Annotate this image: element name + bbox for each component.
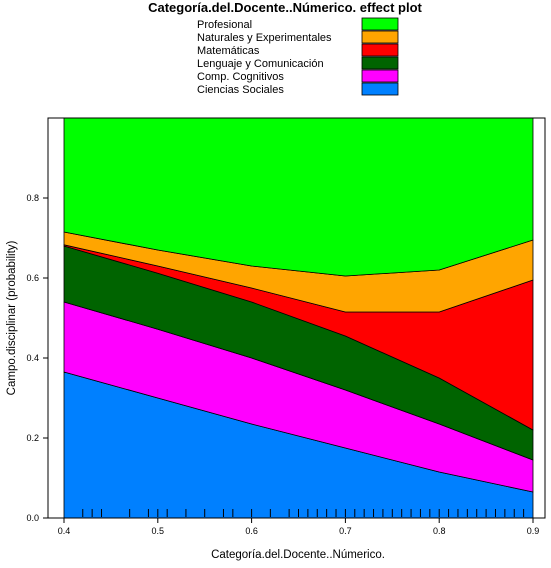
x-axis: 0.4 0.5 0.6 0.7 0.8 0.9 xyxy=(58,518,540,536)
rug-marks xyxy=(82,509,525,517)
y-tick-label: 0.0 xyxy=(26,513,39,523)
x-tick-label: 0.6 xyxy=(245,526,258,536)
legend-swatch-profesional xyxy=(361,17,399,31)
legend-swatch-naturales-y-experimentales xyxy=(361,30,399,44)
y-tick-label: 0.4 xyxy=(26,353,39,363)
plot-frame xyxy=(47,117,546,519)
y-axis-label: Campo.disciplinar (probability) xyxy=(6,240,18,395)
y-tick-label: 0.6 xyxy=(26,273,39,283)
y-tick-label: 0.2 xyxy=(26,433,39,443)
legend-label-lenguaje-y-comunicacion: Lenguaje y Comunicación xyxy=(197,58,324,70)
legend-label-naturales-y-experimentales: Naturales y Experimentales xyxy=(197,32,332,44)
x-tick-label: 0.4 xyxy=(58,526,71,536)
legend-swatch-lenguaje-y-comunicacion xyxy=(361,56,399,70)
chart-title: Categoría.del.Docente..Númerico. effect … xyxy=(148,0,422,15)
x-tick-label: 0.5 xyxy=(152,526,165,536)
x-tick-label: 0.8 xyxy=(433,526,446,536)
legend-swatch-comp-cognitivos xyxy=(361,69,399,83)
legend-swatch-matematicas xyxy=(361,43,399,57)
plot-areas xyxy=(63,117,534,519)
y-tick-label: 0.8 xyxy=(26,193,39,203)
legend-label-comp-cognitivos: Comp. Cognitivos xyxy=(197,71,284,83)
y-axis: 0.0 0.2 0.4 0.6 0.8 xyxy=(26,193,48,523)
x-tick-label: 0.7 xyxy=(339,526,352,536)
legend-label-matematicas: Matemáticas xyxy=(197,45,260,57)
legend-label-ciencias-sociales: Ciencias Sociales xyxy=(197,84,284,96)
x-axis-label: Categoría.del.Docente..Númerico. xyxy=(211,549,385,561)
x-tick-label: 0.9 xyxy=(527,526,540,536)
legend-label-profesional: Profesional xyxy=(197,19,252,31)
legend-swatch-ciencias-sociales xyxy=(361,82,399,96)
